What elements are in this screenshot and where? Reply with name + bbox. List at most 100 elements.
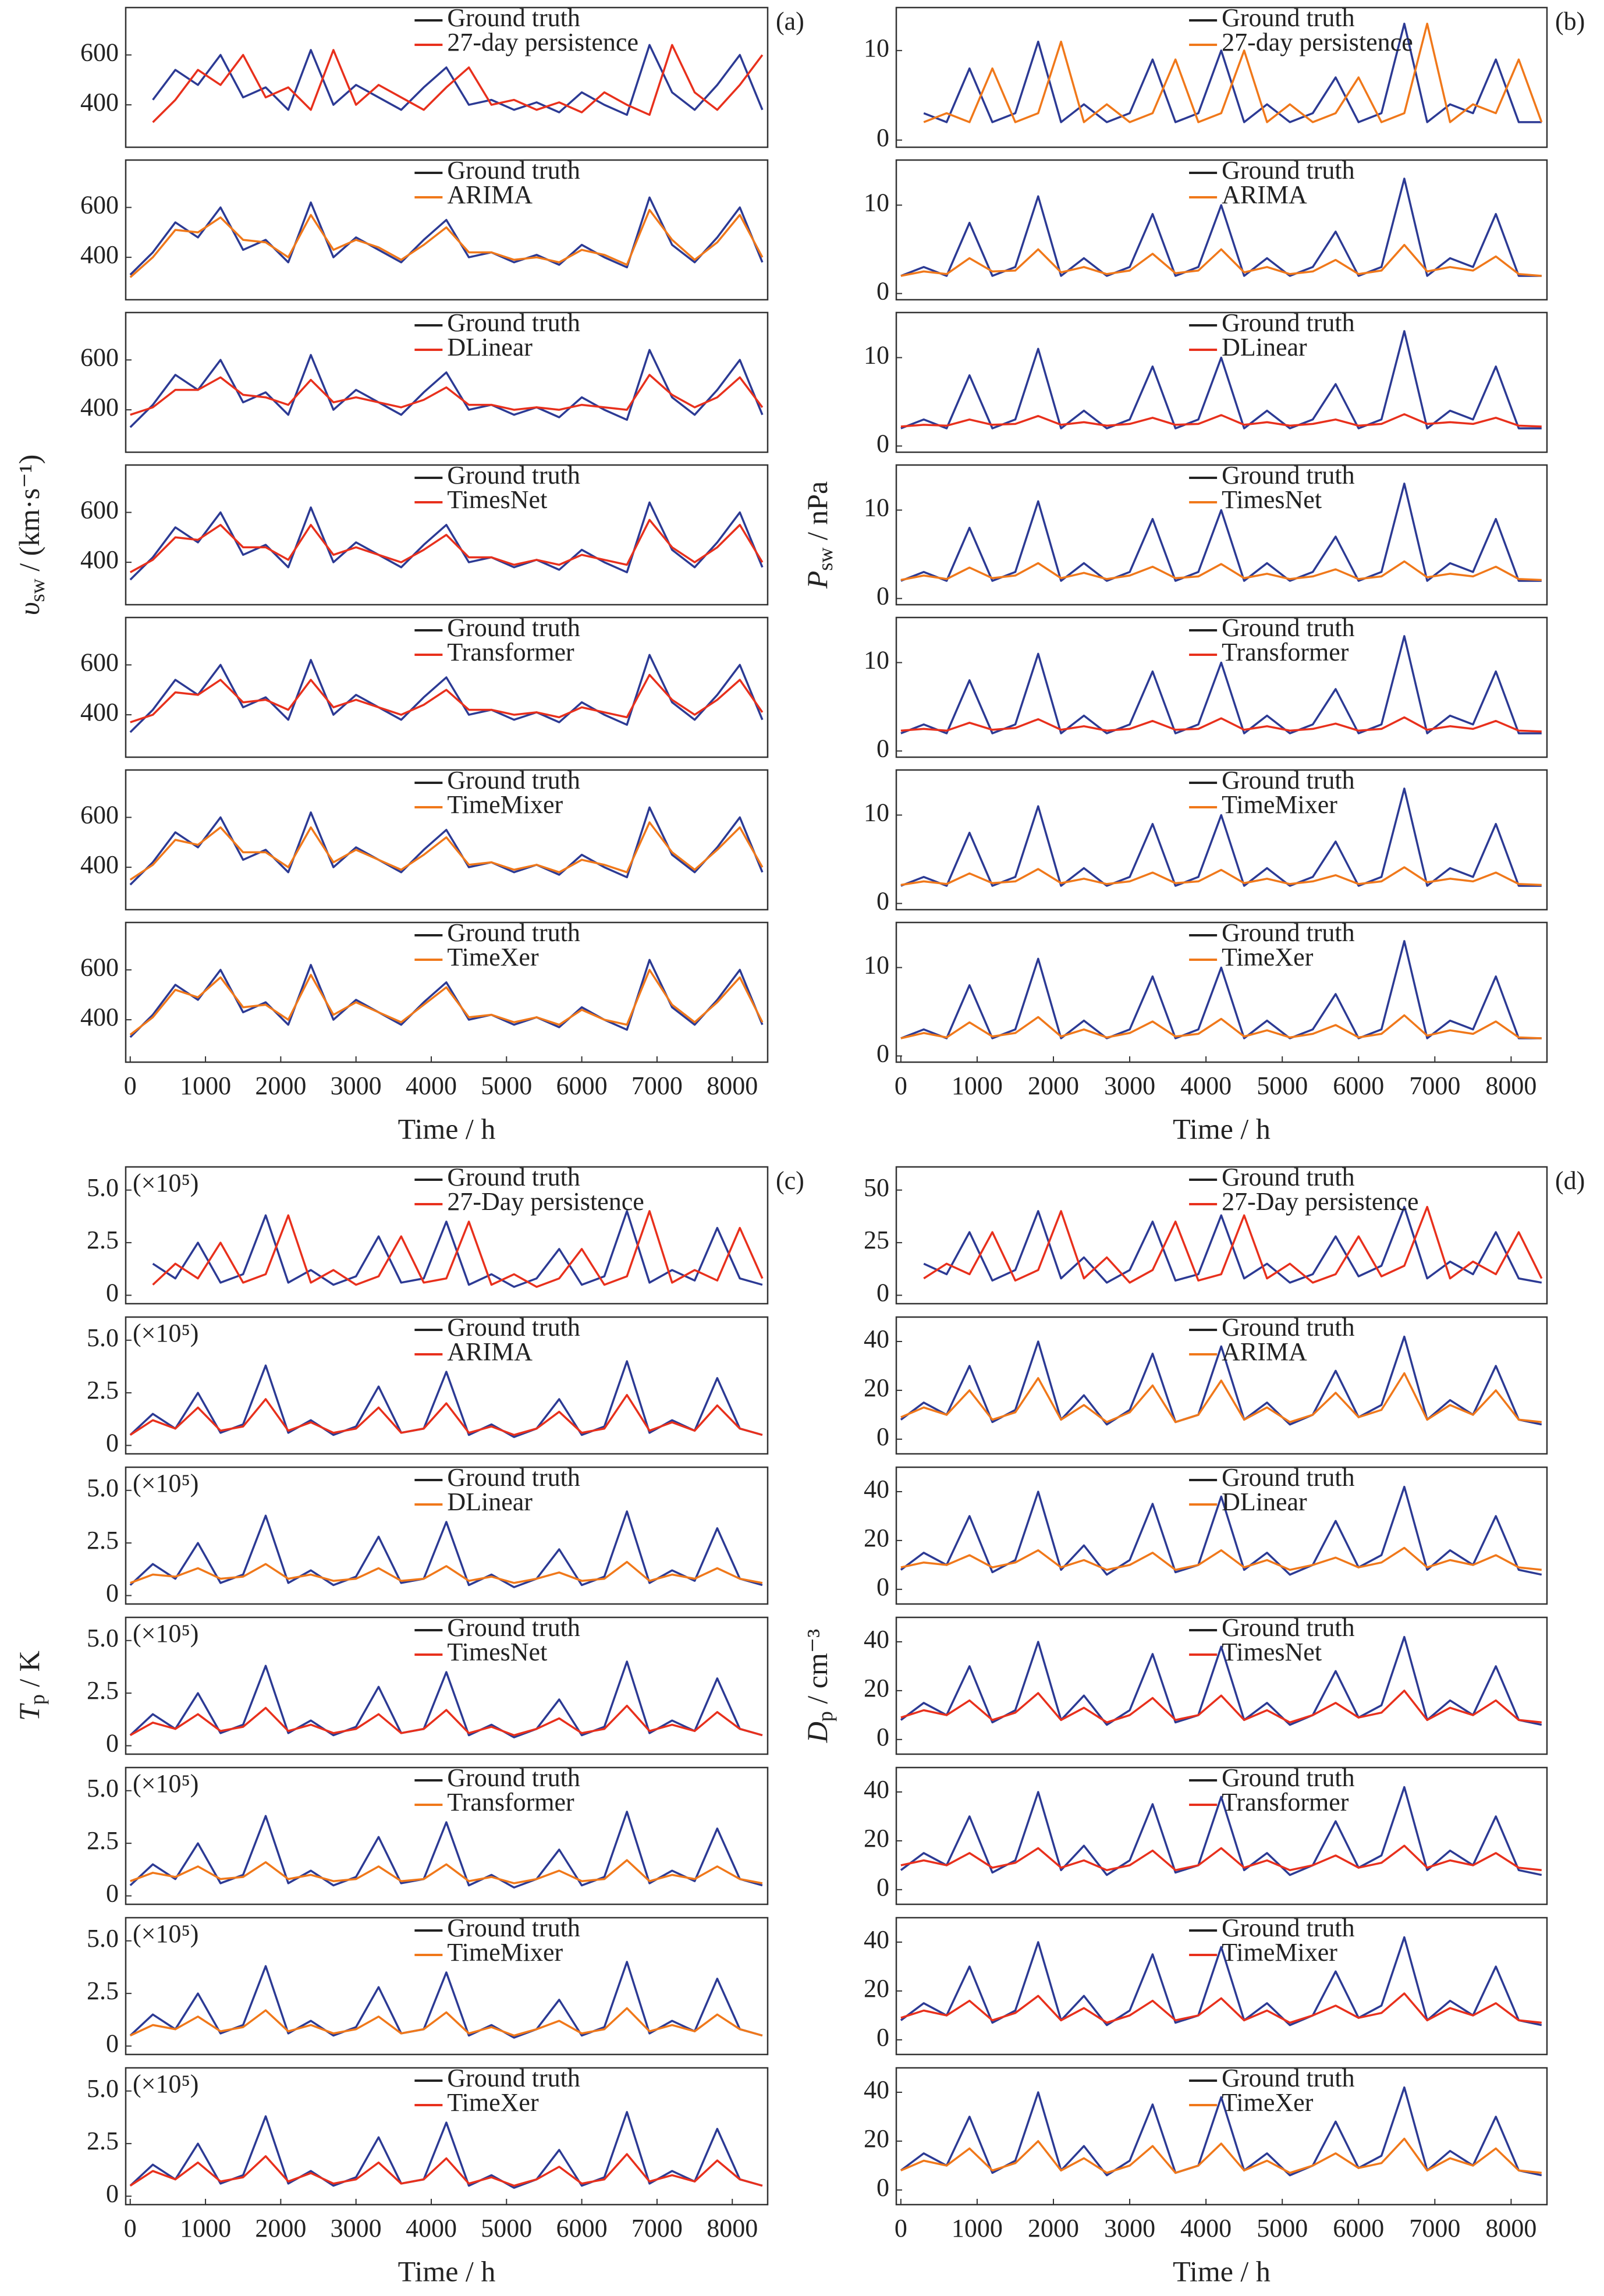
series-line [900,866,1542,886]
plot-frame [895,311,1548,453]
legend-label: Ground truth [1222,1163,1355,1191]
y-tick-label: 20 [864,1374,889,1402]
legend-label: Ground truth [447,1914,580,1942]
y-tick-label: 2.5 [87,1226,119,1254]
y-tick-label: 25 [864,1226,889,1254]
legend-label: Ground truth [1222,1914,1355,1942]
plot-frame [125,616,769,758]
plot-frame [125,1616,769,1755]
y-tick-label: 400 [80,1003,119,1031]
series-line [900,1690,1542,1724]
y-axis-unit: / K [13,1651,45,1694]
series-line [130,2007,763,2037]
y-axis-unit: / nPa [801,481,833,548]
legend-label: Ground truth [447,1613,580,1642]
y-tick-label: 2.5 [87,2127,119,2155]
plot-frame [895,1166,1548,1305]
y-tick-label: 400 [80,698,119,726]
legend-label: Ground truth [1222,1313,1355,1342]
legend-label: Ground truth [447,1313,580,1342]
plot-frame [125,1466,769,1605]
series-line [923,1205,1543,1284]
annotation: (×10⁵) [133,1919,198,1948]
legend-label: 27-day persistence [1222,28,1413,56]
y-axis-label: Dp / cm⁻³ [801,1629,837,1743]
legend-label: TimeMixer [447,1938,563,1967]
y-tick-label: 0 [876,1573,889,1601]
y-tick-label: 0 [106,1579,119,1607]
series-line [129,968,764,1036]
legend-label: Ground truth [1222,156,1355,184]
plot-frame [895,1616,1548,1755]
y-tick-label: 40 [864,1475,889,1503]
y-tick-label: 10 [864,341,889,370]
y-tick-label: 40 [864,1925,889,1954]
x-tick-label: 6000 [1333,2214,1384,2242]
series-line [900,787,1542,887]
legend-label: 27-Day persistence [447,1187,644,1216]
series-line [900,560,1542,581]
legend-label: Transformer [447,1788,574,1816]
y-tick-label: 20 [864,1674,889,1702]
x-tick-label: 4000 [1180,2214,1232,2242]
y-tick-label: 10 [864,494,889,522]
y-tick-label: 5.0 [87,2074,119,2103]
legend-label: ARIMA [1222,180,1307,209]
y-tick-label: 2.5 [87,1376,119,1404]
x-tick-label: 2000 [1028,2214,1079,2242]
y-axis-symbol: P [801,571,833,590]
y-tick-label: 10 [864,34,889,62]
x-axis-label: Time / h [398,2255,496,2287]
y-axis-label: Tp / K [13,1651,49,1721]
y-axis-subscript: p [26,1694,49,1705]
series-line [900,1372,1542,1424]
legend-label: Ground truth [1222,2064,1355,2092]
series-line [900,1844,1542,1872]
series-line [129,196,764,276]
legend-label: Ground truth [447,766,580,794]
x-tick-label: 5000 [481,2214,532,2242]
x-tick-label: 6000 [556,1071,608,1100]
y-tick-label: 400 [80,240,119,269]
y-axis-subscript: sw [814,548,837,571]
legend-label: Ground truth [1222,308,1355,337]
plot-frame [125,921,769,1063]
annotation: (×10⁵) [133,2070,198,2098]
x-tick-label: 4000 [1180,1071,1232,1100]
y-tick-label: 20 [864,1824,889,1853]
legend-label: TimeMixer [447,790,563,819]
series-line [130,673,764,723]
y-tick-label: 600 [80,191,119,219]
legend-label: Transformer [1222,638,1349,666]
series-line [900,1992,1542,2024]
series-line [900,244,1542,277]
series-line [900,413,1542,428]
y-tick-label: 0 [876,2023,889,2052]
y-tick-label: 600 [80,953,119,982]
y-axis-label: υsw / (km·s⁻¹) [13,455,49,616]
y-tick-label: 20 [864,1974,889,2003]
series-line [129,519,764,573]
series-line [152,44,764,116]
y-axis-symbol: υ [13,602,45,615]
x-tick-label: 5000 [1257,2214,1308,2242]
x-tick-label: 1000 [952,1071,1003,1100]
series-line [152,1210,763,1288]
plot-frame [895,2067,1548,2206]
y-tick-label: 40 [864,1325,889,1353]
y-tick-label: 20 [864,1524,889,1552]
x-tick-label: 0 [124,1071,137,1100]
y-tick-label: 0 [876,581,889,610]
series-line [130,1859,763,1885]
legend-label: Ground truth [447,1163,580,1191]
legend-label: TimesNet [447,485,547,514]
plot-frame [895,616,1548,758]
y-tick-label: 0 [106,2180,119,2208]
y-tick-label: 600 [80,38,119,67]
y-tick-label: 40 [864,2075,889,2104]
x-tick-label: 6000 [556,2214,608,2242]
y-tick-label: 0 [876,734,889,762]
x-tick-label: 1000 [180,1071,231,1100]
x-tick-label: 4000 [406,2214,457,2242]
